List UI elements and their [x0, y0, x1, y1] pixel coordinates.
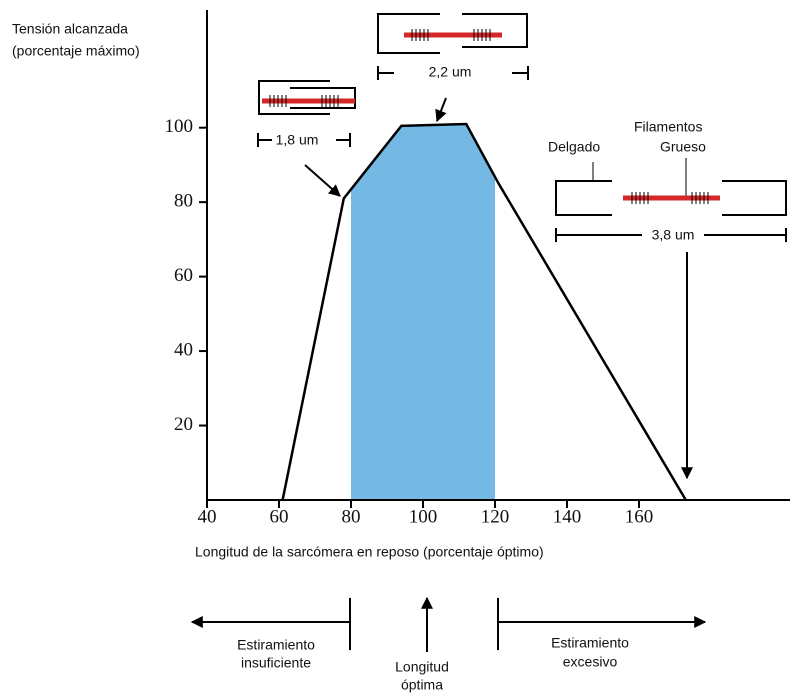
arrow: [437, 98, 446, 121]
y-tick-label: 60: [174, 265, 193, 286]
y-axis-label: Tensión alcanzada: [12, 21, 128, 37]
sarcomere-long: Filamentos Delgado Grueso 3,8 um: [548, 119, 786, 243]
x-tick-label: 40: [198, 506, 217, 527]
x-tick-label: 80: [342, 506, 361, 527]
y-tick-label: 40: [174, 339, 193, 360]
sarcomere-optimal: 2,2 um: [378, 14, 528, 80]
dimension-label: 2,2 um: [429, 64, 472, 80]
x-tick-label: 100: [409, 506, 438, 527]
y-tick-label: 20: [174, 414, 193, 435]
y-axis-label: (porcentaje máximo): [12, 43, 140, 59]
region-label: excesivo: [563, 654, 618, 670]
y-tick-label: 100: [165, 116, 194, 137]
x-axis-label: Longitud de la sarcómera en reposo (porc…: [195, 544, 544, 560]
annotation: Grueso: [660, 139, 706, 155]
y-tick-label: 80: [174, 191, 193, 212]
x-tick-label: 120: [481, 506, 510, 527]
arrow: [305, 165, 340, 196]
dimension-label: 1,8 um: [276, 132, 319, 148]
region-label: Longitud: [395, 659, 449, 675]
x-tick-label: 140: [553, 506, 582, 527]
chart: 20 40 60 80 100 40 60 80 100 120 140 160 Tensión al…: [0, 0, 795, 697]
annotation: Filamentos: [634, 119, 702, 135]
sarcomere-short: 1,8 um: [258, 81, 355, 148]
region-label: Estiramiento: [551, 635, 629, 651]
annotation: Delgado: [548, 139, 600, 155]
x-tick-label: 60: [270, 506, 289, 527]
x-tick-label: 160: [625, 506, 654, 527]
region-label: óptima: [401, 677, 443, 693]
region-label: Estiramiento: [237, 637, 315, 653]
shaded-region: [351, 124, 495, 500]
region-indicators: Estiramiento insuficiente Longitud óptim…: [192, 598, 705, 693]
dimension-label: 3,8 um: [652, 227, 695, 243]
region-label: insuficiente: [241, 655, 311, 671]
